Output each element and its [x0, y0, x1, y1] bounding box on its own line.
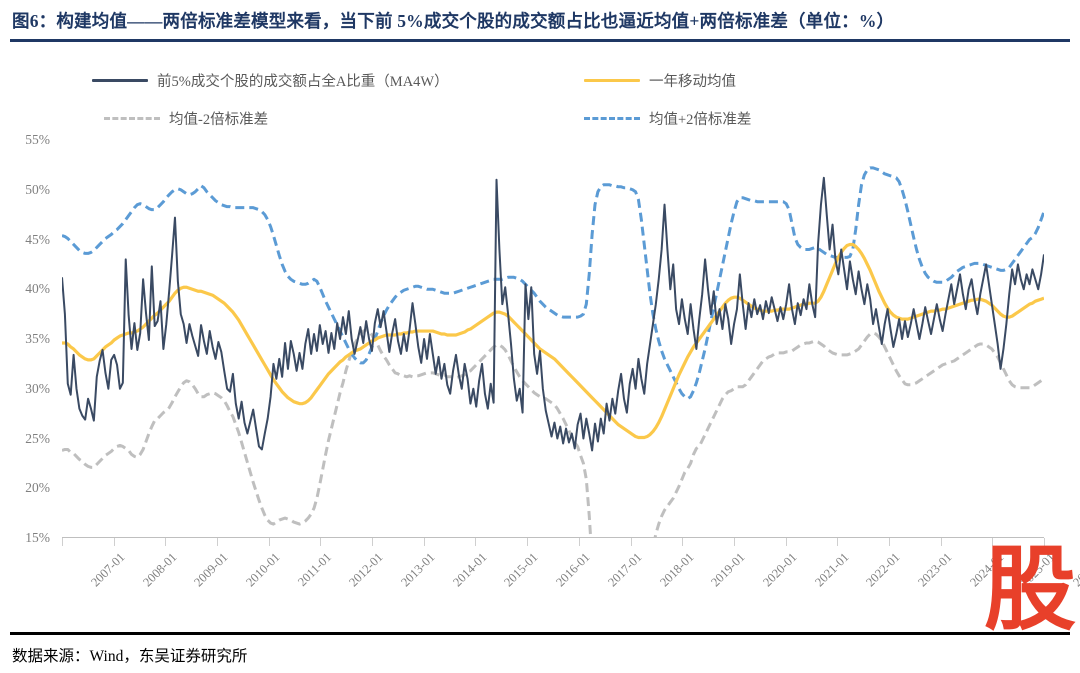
x-tick	[733, 538, 735, 546]
x-tick	[630, 538, 632, 546]
x-tick-label: 2012-01	[346, 550, 386, 590]
legend-label-upper: 均值+2倍标准差	[649, 112, 752, 128]
x-tick	[217, 538, 219, 546]
chart-series-line	[62, 176, 1044, 452]
chart-series-line	[62, 242, 1044, 440]
y-tick-label: 45%	[25, 231, 50, 247]
x-tick-label: 2017-01	[605, 550, 645, 590]
x-tick	[682, 538, 684, 546]
y-tick-label: 30%	[25, 380, 50, 396]
x-tick-label: 2023-01	[915, 550, 955, 590]
x-axis-ticks	[62, 538, 1045, 546]
x-tick-label: 2014-01	[449, 550, 490, 590]
x-tick	[320, 538, 322, 546]
x-tick	[423, 538, 425, 546]
y-tick-label: 15%	[25, 530, 50, 545]
x-tick	[888, 538, 890, 546]
legend-item-main[interactable]: 前5%成交个股的成交额占全A比重（MA4W）	[92, 70, 449, 91]
x-tick-label: 2024-01	[966, 550, 1007, 590]
x-tick	[940, 538, 942, 546]
x-axis-labels: 2007-01 2008-01 2009-01 2010-01 2011-01 2012-…	[0, 546, 1080, 616]
x-tick-label: 2013-01	[398, 550, 438, 590]
x-tick-label: 2015-01	[501, 550, 542, 590]
x-tick	[1044, 538, 1045, 546]
legend-swatch-upper	[584, 117, 640, 120]
x-tick	[62, 538, 63, 546]
x-tick-label: 2025-01	[1018, 550, 1058, 590]
x-tick-label: 2019-01	[708, 550, 748, 590]
y-tick-label: 40%	[25, 281, 50, 297]
x-tick	[785, 538, 787, 546]
x-tick-label: 2020-01	[760, 550, 800, 590]
chart-canvas	[62, 166, 1044, 538]
legend-swatch-main	[92, 78, 148, 83]
x-tick-label: 2022-01	[863, 550, 903, 590]
x-tick-label: 2021-01	[811, 550, 852, 590]
legend-swatch-lower	[104, 117, 160, 120]
x-tick-label: 2008-01	[139, 550, 180, 590]
y-tick-label: 50%	[25, 181, 50, 197]
chart-legend: 前5%成交个股的成交额占全A比重（MA4W） 一年移动均值 均值-2倍标准差 均…	[0, 56, 1080, 138]
x-tick	[578, 538, 580, 546]
footer-divider	[10, 632, 1070, 635]
y-axis-labels: 15% 20% 25% 30% 35% 40% 45% 50% 55%	[0, 132, 58, 545]
x-tick-label: 2009-01	[191, 550, 231, 590]
x-tick	[372, 538, 374, 546]
x-tick	[475, 538, 477, 546]
y-tick-label: 20%	[25, 480, 50, 496]
y-tick-label: 25%	[25, 430, 50, 446]
x-tick-label: 2018-01	[656, 550, 697, 590]
legend-label-lower: 均值-2倍标准差	[169, 112, 269, 128]
legend-label-main: 前5%成交个股的成交额占全A比重（MA4W）	[157, 74, 449, 90]
x-tick-label: 2010-01	[243, 550, 283, 590]
figure-footer: 数据来源：Wind，东吴证券研究所	[12, 640, 912, 670]
source-note: 数据来源：Wind，东吴证券研究所	[12, 648, 248, 665]
legend-item-lower[interactable]: 均值-2倍标准差	[104, 108, 268, 129]
plot-area	[62, 140, 1044, 538]
page-title: 图6：构建均值——两倍标准差模型来看，当下前 5%成交个股的成交额占比也逼近均值…	[12, 10, 895, 31]
x-tick	[165, 538, 167, 546]
x-tick	[268, 538, 270, 546]
chart-series-line	[62, 166, 1044, 401]
figure-title-bar: 图6：构建均值——两倍标准差模型来看，当下前 5%成交个股的成交额占比也逼近均值…	[0, 0, 1080, 40]
x-tick-label: 2011-01	[294, 550, 334, 590]
x-tick	[113, 538, 115, 546]
title-divider	[10, 39, 1070, 42]
x-tick-label: 2007-01	[88, 550, 128, 590]
x-tick-label: 2026-01	[1070, 550, 1080, 590]
legend-item-upper[interactable]: 均值+2倍标准差	[584, 108, 751, 129]
x-tick	[992, 538, 994, 546]
x-tick	[837, 538, 839, 546]
x-axis-line	[62, 537, 1044, 538]
legend-label-ma: 一年移动均值	[649, 74, 736, 90]
legend-swatch-ma	[584, 78, 640, 83]
x-tick-label: 2016-01	[553, 550, 593, 590]
y-tick-label: 55%	[25, 132, 50, 147]
y-tick-label: 35%	[25, 331, 50, 346]
x-tick	[527, 538, 529, 546]
legend-item-ma[interactable]: 一年移动均值	[584, 70, 736, 91]
